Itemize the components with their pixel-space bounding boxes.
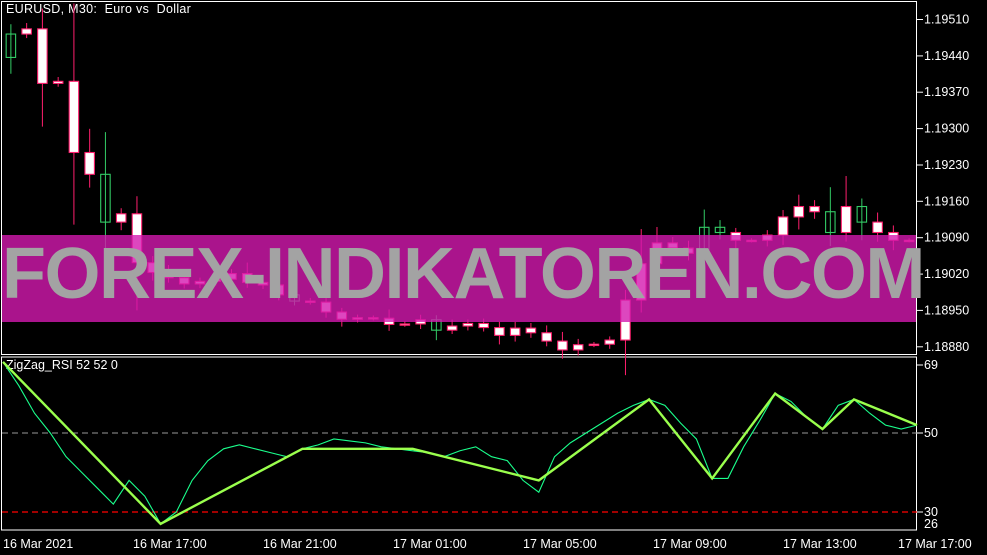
svg-text:1.19160: 1.19160 bbox=[924, 194, 969, 208]
svg-text:1.19510: 1.19510 bbox=[924, 13, 969, 27]
svg-text:ZigZag_RSI 52 52 0: ZigZag_RSI 52 52 0 bbox=[6, 358, 118, 372]
svg-text:16 Mar 17:00: 16 Mar 17:00 bbox=[133, 537, 207, 551]
svg-text:17 Mar 01:00: 17 Mar 01:00 bbox=[393, 537, 467, 551]
svg-text:FOREX-INDIKATOREN.COM: FOREX-INDIKATOREN.COM bbox=[2, 234, 924, 314]
svg-text:EURUSD, M30: Euro vs Dollar: EURUSD, M30: Euro vs Dollar bbox=[6, 2, 191, 16]
svg-text:17 Mar 13:00: 17 Mar 13:00 bbox=[783, 537, 857, 551]
svg-text:17 Mar 09:00: 17 Mar 09:00 bbox=[653, 537, 727, 551]
svg-text:1.19090: 1.19090 bbox=[924, 231, 969, 245]
svg-text:50: 50 bbox=[924, 426, 938, 440]
svg-text:1.19300: 1.19300 bbox=[924, 122, 969, 136]
svg-text:16 Mar 2021: 16 Mar 2021 bbox=[3, 537, 73, 551]
svg-text:17 Mar 17:00: 17 Mar 17:00 bbox=[898, 537, 972, 551]
svg-text:1.19440: 1.19440 bbox=[924, 49, 969, 63]
svg-text:1.19020: 1.19020 bbox=[924, 267, 969, 281]
svg-text:69: 69 bbox=[924, 358, 938, 372]
svg-text:1.18950: 1.18950 bbox=[924, 303, 969, 317]
svg-text:1.19230: 1.19230 bbox=[924, 158, 969, 172]
svg-text:1.19370: 1.19370 bbox=[924, 85, 969, 99]
svg-text:17 Mar 05:00: 17 Mar 05:00 bbox=[523, 537, 597, 551]
svg-text:16 Mar 21:00: 16 Mar 21:00 bbox=[263, 537, 337, 551]
svg-text:1.18880: 1.18880 bbox=[924, 340, 969, 354]
svg-text:26: 26 bbox=[924, 517, 938, 531]
